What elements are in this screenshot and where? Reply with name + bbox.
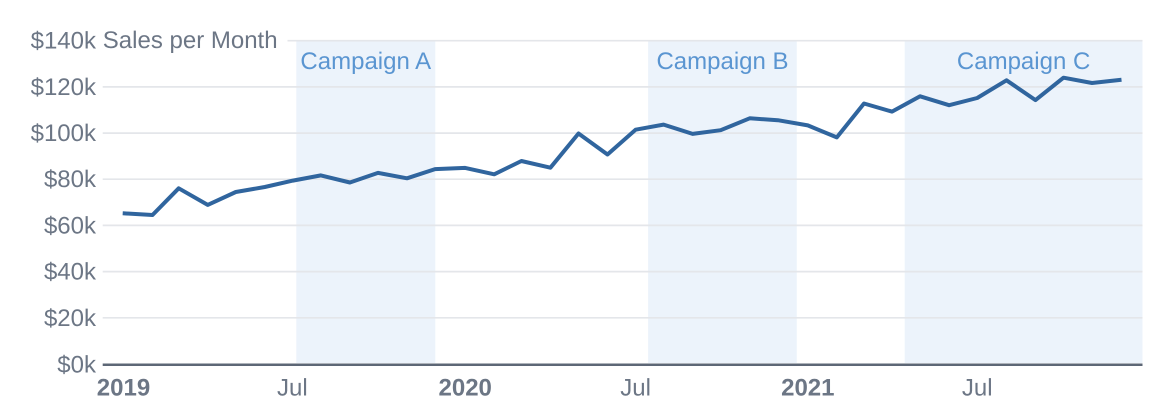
svg-text:$120k: $120k <box>31 74 97 101</box>
svg-text:Sales per Month: Sales per Month <box>103 27 278 54</box>
svg-text:$40k: $40k <box>44 259 97 286</box>
svg-text:Jul: Jul <box>277 375 308 402</box>
svg-text:Jul: Jul <box>620 375 651 402</box>
svg-text:2019: 2019 <box>97 375 150 402</box>
svg-text:Jul: Jul <box>962 375 993 402</box>
svg-text:$20k: $20k <box>44 305 97 332</box>
svg-text:$60k: $60k <box>44 212 97 239</box>
svg-text:$0k: $0k <box>57 352 97 379</box>
svg-text:Campaign A: Campaign A <box>300 48 431 75</box>
svg-text:Campaign B: Campaign B <box>656 48 788 75</box>
svg-text:$140k: $140k <box>31 28 97 55</box>
svg-text:$100k: $100k <box>31 120 97 147</box>
svg-text:$80k: $80k <box>44 166 97 193</box>
svg-text:2021: 2021 <box>781 375 834 402</box>
svg-text:2020: 2020 <box>439 375 492 402</box>
svg-text:Campaign C: Campaign C <box>957 48 1090 75</box>
